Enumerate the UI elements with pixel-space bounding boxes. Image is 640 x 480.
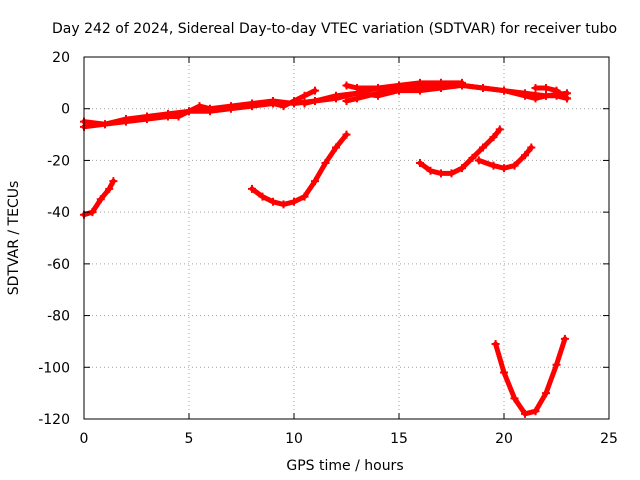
- series-arc-8: [249, 132, 349, 207]
- series-arc-10: [476, 145, 534, 171]
- data-point: [96, 195, 105, 204]
- grid: [84, 57, 609, 419]
- data-point: [300, 91, 309, 100]
- data-point: [500, 368, 508, 377]
- data-point: [353, 94, 361, 103]
- data-point: [300, 192, 309, 201]
- data-point: [560, 334, 569, 343]
- data-point: [491, 340, 500, 349]
- y-tick-label: 20: [52, 50, 70, 66]
- chart-title: Day 242 of 2024, Sidereal Day-to-day VTE…: [52, 21, 617, 37]
- data-point: [521, 89, 529, 98]
- data-point: [489, 161, 498, 170]
- data-point: [143, 115, 151, 124]
- data-point: [248, 184, 256, 193]
- data-point: [500, 164, 508, 173]
- data-point: [248, 102, 256, 111]
- data-point: [500, 86, 508, 95]
- data-point: [563, 94, 571, 103]
- series-layer: [80, 78, 571, 418]
- data-point: [531, 84, 540, 93]
- data-point: [374, 89, 382, 98]
- y-axis-label: SDTVAR / TECUs: [6, 181, 22, 296]
- data-point: [495, 125, 504, 134]
- data-point: [290, 96, 298, 105]
- data-point: [437, 169, 445, 178]
- data-point: [395, 86, 403, 95]
- data-point: [195, 102, 204, 111]
- data-point: [542, 84, 550, 93]
- data-point: [332, 143, 340, 152]
- data-point: [258, 192, 267, 201]
- y-tick-label: -120: [38, 412, 70, 428]
- data-point: [479, 84, 487, 93]
- data-point: [510, 394, 519, 403]
- data-point: [510, 161, 519, 170]
- x-tick-label: 10: [285, 431, 303, 447]
- data-point: [311, 96, 319, 105]
- x-tick-label: 5: [185, 431, 194, 447]
- data-point: [101, 120, 109, 129]
- y-tick-label: -100: [38, 360, 70, 376]
- data-point: [468, 153, 477, 162]
- data-point: [552, 86, 561, 95]
- series-arc-9: [417, 126, 503, 176]
- data-point: [521, 409, 529, 418]
- x-tick-label: 15: [390, 431, 408, 447]
- data-point: [206, 107, 214, 116]
- data-point: [542, 91, 550, 100]
- x-tick-label: 20: [495, 431, 513, 447]
- data-point: [279, 102, 288, 111]
- axis-ticks: 0 5 10 15 20 25 -120 -100 -80 -60 -40 -20 0 20: [38, 50, 618, 447]
- data-point: [479, 143, 487, 152]
- data-point: [321, 159, 330, 168]
- data-point: [437, 78, 445, 87]
- data-point: [174, 112, 183, 121]
- x-tick-label: 25: [600, 431, 618, 447]
- data-point: [474, 156, 483, 165]
- data-point: [164, 112, 172, 121]
- data-point: [416, 81, 424, 90]
- data-point: [279, 200, 288, 209]
- data-point: [552, 360, 561, 369]
- data-point: [342, 81, 351, 90]
- data-point: [521, 151, 529, 160]
- data-point: [185, 107, 193, 116]
- plot-border: [83, 56, 610, 420]
- data-point: [332, 91, 340, 100]
- data-point: [447, 169, 456, 178]
- data-point: [122, 117, 130, 126]
- y-tick-label: -40: [47, 205, 70, 221]
- data-point: [527, 143, 536, 152]
- data-point: [542, 389, 550, 398]
- y-tick-label: -60: [47, 257, 70, 273]
- data-point: [311, 86, 319, 95]
- data-point: [353, 84, 361, 93]
- y-tick-label: -80: [47, 309, 70, 325]
- data-point: [105, 184, 114, 193]
- data-point: [342, 130, 351, 139]
- data-point: [489, 133, 498, 142]
- series-arc-11: [493, 336, 568, 417]
- data-point: [458, 78, 466, 87]
- y-tick-label: 0: [61, 102, 70, 118]
- series-arc-6: [533, 85, 570, 101]
- data-point: [531, 407, 540, 416]
- y-tick-label: -20: [47, 153, 70, 169]
- data-point: [342, 96, 351, 105]
- data-point: [109, 177, 118, 186]
- data-point: [458, 164, 466, 173]
- data-point: [269, 99, 277, 108]
- data-point: [269, 197, 277, 206]
- data-point: [311, 177, 319, 186]
- x-axis-label: GPS time / hours: [286, 458, 403, 474]
- data-point: [426, 166, 435, 175]
- data-point: [290, 197, 298, 206]
- data-point: [227, 104, 235, 113]
- data-point: [300, 99, 309, 108]
- data-point: [416, 159, 424, 168]
- x-tick-label: 0: [80, 431, 89, 447]
